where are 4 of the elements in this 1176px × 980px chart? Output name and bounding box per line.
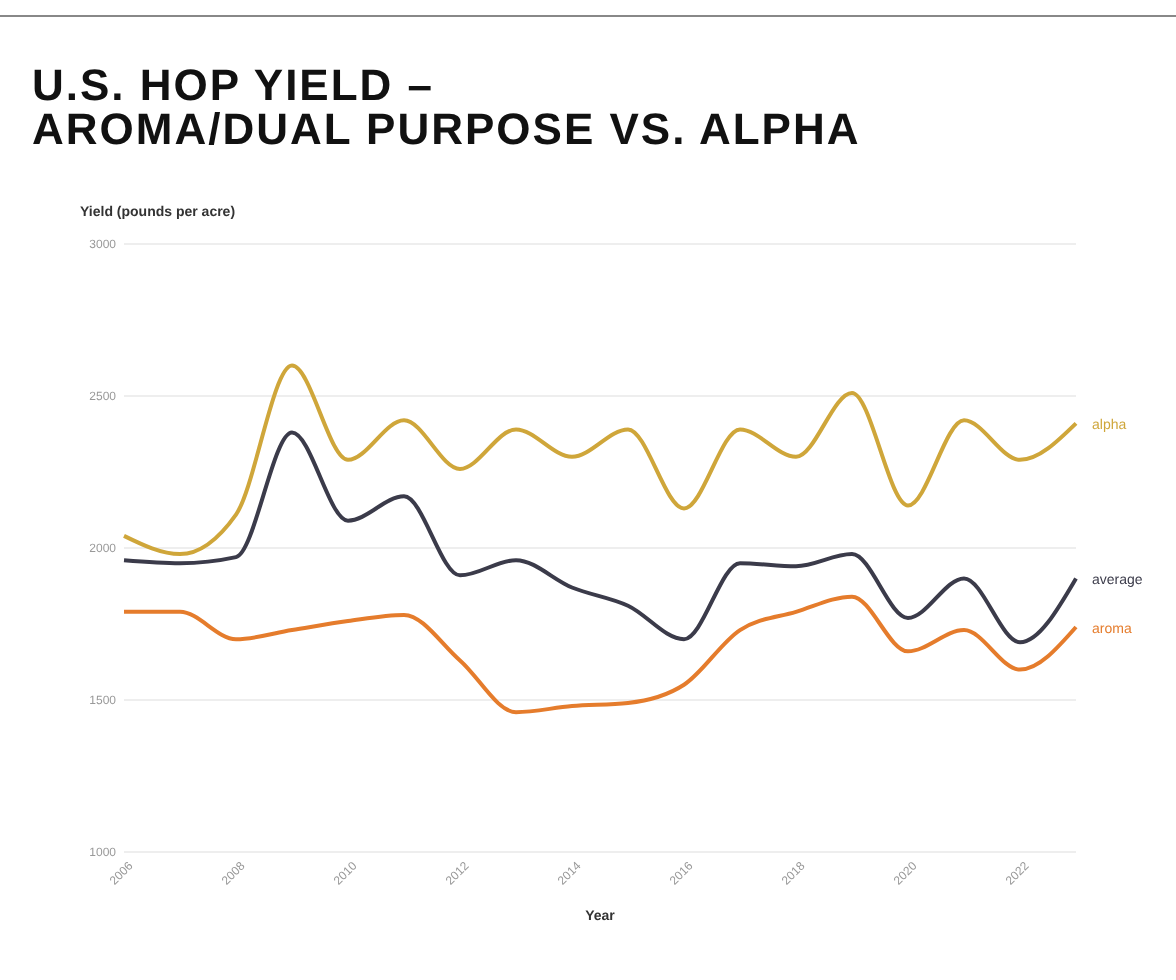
- line-series: [122, 594, 1078, 715]
- line-series: [122, 363, 1078, 557]
- chart-title: U.S. HOP YIELD – AROMA/DUAL PURPOSE VS. ALPHA: [32, 60, 861, 154]
- line-series: [122, 430, 1078, 645]
